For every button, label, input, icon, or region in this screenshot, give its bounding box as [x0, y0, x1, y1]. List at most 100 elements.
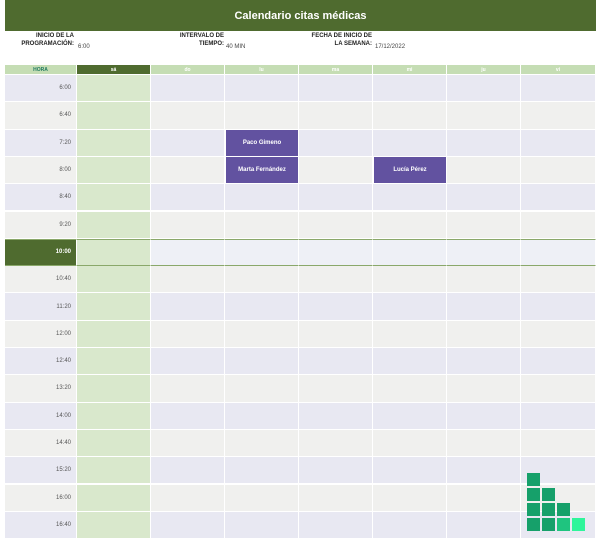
schedule-slot[interactable] — [151, 511, 225, 540]
schedule-slot[interactable] — [225, 511, 299, 540]
schedule-slot[interactable] — [151, 75, 225, 103]
schedule-slot[interactable] — [151, 402, 225, 430]
schedule-slot[interactable] — [521, 238, 596, 267]
schedule-slot[interactable] — [151, 457, 225, 485]
schedule-slot[interactable] — [77, 348, 151, 376]
schedule-slot[interactable] — [447, 484, 521, 512]
schedule-slot[interactable] — [373, 375, 447, 403]
schedule-slot[interactable] — [447, 375, 521, 403]
schedule-slot[interactable] — [447, 156, 521, 185]
schedule-slot[interactable] — [299, 238, 373, 267]
schedule-slot[interactable] — [299, 511, 373, 540]
schedule-slot[interactable] — [521, 320, 596, 348]
schedule-slot[interactable] — [299, 184, 373, 212]
schedule-slot[interactable] — [77, 238, 151, 267]
schedule-slot[interactable] — [373, 184, 447, 212]
schedule-slot[interactable] — [77, 402, 151, 430]
schedule-slot[interactable] — [151, 266, 225, 294]
schedule-slot[interactable] — [299, 348, 373, 376]
schedule-slot[interactable] — [447, 129, 521, 157]
schedule-slot[interactable] — [521, 184, 596, 212]
schedule-slot[interactable] — [77, 511, 151, 540]
schedule-slot[interactable] — [151, 184, 225, 212]
schedule-slot[interactable] — [151, 429, 225, 458]
schedule-slot[interactable] — [299, 129, 373, 157]
schedule-slot[interactable] — [151, 102, 225, 130]
schedule-slot[interactable] — [225, 102, 299, 130]
schedule-slot[interactable] — [521, 293, 596, 321]
schedule-slot[interactable] — [299, 211, 373, 239]
schedule-slot[interactable] — [77, 375, 151, 403]
schedule-slot[interactable] — [225, 402, 299, 430]
schedule-slot[interactable] — [447, 102, 521, 130]
schedule-slot[interactable] — [299, 484, 373, 512]
schedule-slot[interactable] — [373, 75, 447, 103]
schedule-slot[interactable] — [77, 184, 151, 212]
schedule-slot[interactable] — [225, 266, 299, 294]
schedule-slot[interactable] — [225, 293, 299, 321]
schedule-slot[interactable] — [225, 457, 299, 485]
schedule-slot[interactable] — [373, 102, 447, 130]
schedule-slot[interactable] — [373, 129, 447, 157]
schedule-slot[interactable] — [521, 102, 596, 130]
schedule-slot[interactable] — [299, 457, 373, 485]
schedule-slot[interactable] — [521, 129, 596, 157]
schedule-slot[interactable] — [225, 211, 299, 239]
schedule-slot[interactable] — [373, 320, 447, 348]
schedule-slot[interactable] — [447, 293, 521, 321]
schedule-slot[interactable] — [299, 402, 373, 430]
schedule-slot[interactable] — [77, 102, 151, 130]
schedule-slot[interactable] — [77, 156, 151, 185]
schedule-slot[interactable] — [225, 429, 299, 458]
schedule-slot[interactable] — [521, 156, 596, 185]
schedule-slot[interactable] — [447, 211, 521, 239]
schedule-slot[interactable] — [77, 293, 151, 321]
schedule-slot[interactable] — [373, 211, 447, 239]
schedule-slot[interactable] — [299, 102, 373, 130]
schedule-slot[interactable] — [447, 348, 521, 376]
schedule-slot[interactable] — [225, 484, 299, 512]
schedule-slot[interactable] — [151, 348, 225, 376]
schedule-slot[interactable] — [299, 266, 373, 294]
schedule-slot[interactable] — [447, 320, 521, 348]
appointment-lucia-perez[interactable]: Lucía Pérez — [373, 156, 447, 184]
schedule-slot[interactable] — [151, 375, 225, 403]
schedule-slot[interactable] — [225, 375, 299, 403]
schedule-slot[interactable] — [373, 348, 447, 376]
schedule-slot[interactable] — [521, 266, 596, 294]
schedule-slot[interactable] — [151, 484, 225, 512]
schedule-slot[interactable] — [225, 348, 299, 376]
schedule-slot[interactable] — [373, 266, 447, 294]
schedule-slot[interactable] — [77, 211, 151, 239]
appointment-paco-gimeno[interactable]: Paco Gimeno — [225, 129, 299, 157]
schedule-slot[interactable] — [521, 75, 596, 103]
schedule-slot[interactable] — [447, 266, 521, 294]
schedule-slot[interactable] — [299, 429, 373, 458]
schedule-slot[interactable] — [373, 457, 447, 485]
schedule-slot[interactable] — [373, 293, 447, 321]
schedule-slot[interactable] — [447, 75, 521, 103]
schedule-slot[interactable] — [373, 511, 447, 540]
schedule-slot[interactable] — [521, 348, 596, 376]
schedule-slot[interactable] — [447, 457, 521, 485]
schedule-slot[interactable] — [225, 320, 299, 348]
appointment-marta-fernandez[interactable]: Marta Fernández — [225, 156, 299, 184]
schedule-slot[interactable] — [151, 238, 225, 267]
schedule-slot[interactable] — [299, 156, 373, 185]
schedule-slot[interactable] — [225, 75, 299, 103]
schedule-slot[interactable] — [373, 484, 447, 512]
schedule-slot[interactable] — [299, 75, 373, 103]
schedule-slot[interactable] — [151, 320, 225, 348]
schedule-slot[interactable] — [77, 129, 151, 157]
schedule-slot[interactable] — [521, 375, 596, 403]
schedule-slot[interactable] — [77, 266, 151, 294]
schedule-slot[interactable] — [225, 238, 299, 267]
week-start-value[interactable]: 17/12/2022 — [375, 44, 406, 50]
schedule-slot[interactable] — [77, 429, 151, 458]
schedule-slot[interactable] — [521, 402, 596, 430]
schedule-slot[interactable] — [77, 484, 151, 512]
schedule-slot[interactable] — [77, 320, 151, 348]
schedule-slot[interactable] — [299, 293, 373, 321]
start-time-value[interactable]: 6:00 — [78, 44, 90, 50]
schedule-slot[interactable] — [151, 156, 225, 185]
